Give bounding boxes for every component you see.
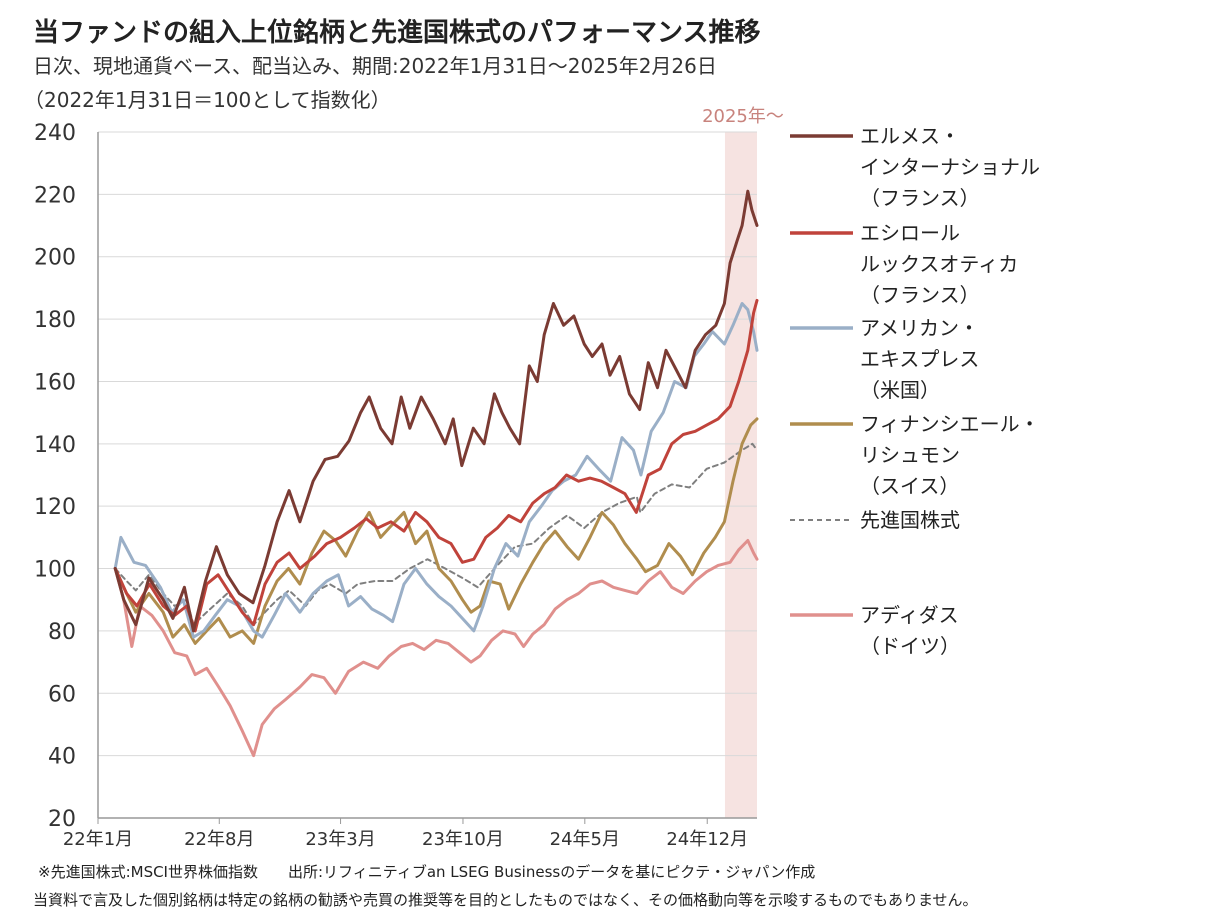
legend-label-3-2: （スイス） <box>860 474 959 498</box>
legend-label-3-0: フィナンシエール・ <box>860 412 1040 436</box>
legend-label-5-0: アディダス <box>860 603 959 627</box>
legend-label-3-1: リシュモン <box>860 443 960 467</box>
legend-label-1-2: （フランス） <box>860 283 980 307</box>
series-line-1 <box>113 298 759 633</box>
legend-label-1-0: エシロール <box>860 221 960 245</box>
y-tick-label: 180 <box>34 308 76 333</box>
y-tick-label: 160 <box>34 370 76 395</box>
highlight-band-label: 2025年～ <box>702 106 784 127</box>
chart-title: 当ファンドの組入上位銘柄と先進国株式のパフォーマンス推移 <box>33 17 760 48</box>
legend-label-2-1: エキスプレス <box>860 347 979 371</box>
x-tick-label: 23年3月 <box>305 829 375 850</box>
y-tick-label: 40 <box>48 745 76 770</box>
y-tick-label: 140 <box>34 433 76 458</box>
y-tick-label: 220 <box>34 183 76 208</box>
legend-label-1-1: ルックスオティカ <box>860 252 1018 276</box>
y-tick-label: 80 <box>48 620 76 645</box>
y-tick-label: 100 <box>34 558 76 583</box>
legend-label-2-2: （米国） <box>860 378 940 402</box>
series-line-0 <box>113 189 759 633</box>
x-tick-label: 22年1月 <box>63 829 133 850</box>
y-tick-label: 120 <box>34 495 76 520</box>
x-tick-label: 24年12月 <box>666 829 748 850</box>
legend-label-0-0: エルメス・ <box>860 124 960 148</box>
y-tick-label: 60 <box>48 682 76 707</box>
y-tick-label: 20 <box>48 807 76 832</box>
series-line-5 <box>113 539 759 758</box>
series-line-3 <box>113 417 759 645</box>
legend-label-0-1: インターナショナル <box>860 155 1040 179</box>
x-tick-label: 22年8月 <box>184 829 254 850</box>
legend-label-0-2: （フランス） <box>860 186 980 210</box>
legend-label-4-0: 先進国株式 <box>860 508 960 532</box>
y-tick-label: 200 <box>34 246 76 271</box>
chart-subtitle: 日次、現地通貨ベース、配当込み、期間:2022年1月31日～2025年2月26日 <box>33 54 717 78</box>
plot-area: 2025年～ 20 40 60 80 100 120 140 160 180 200 220 240 22… <box>34 106 784 850</box>
footnote-source: ※先進国株式:MSCI世界株価指数 出所:リフィニティブan LSEG Busi… <box>38 863 815 881</box>
x-tick-label: 24年5月 <box>550 829 620 850</box>
x-tick-label: 23年10月 <box>422 829 504 850</box>
footnote-disclaimer: 当資料で言及した個別銘柄は特定の銘柄の勧誘や売買の推奨等を目的としたものではなく… <box>33 891 978 909</box>
series-line-2 <box>113 302 759 639</box>
legend-label-2-0: アメリカン・ <box>860 316 979 340</box>
y-tick-label: 240 <box>34 121 76 146</box>
index-note: （2022年1月31日＝100として指数化） <box>24 88 391 112</box>
highlight-band-2025 <box>724 132 757 818</box>
legend-label-5-1: （ドイツ） <box>860 634 960 658</box>
